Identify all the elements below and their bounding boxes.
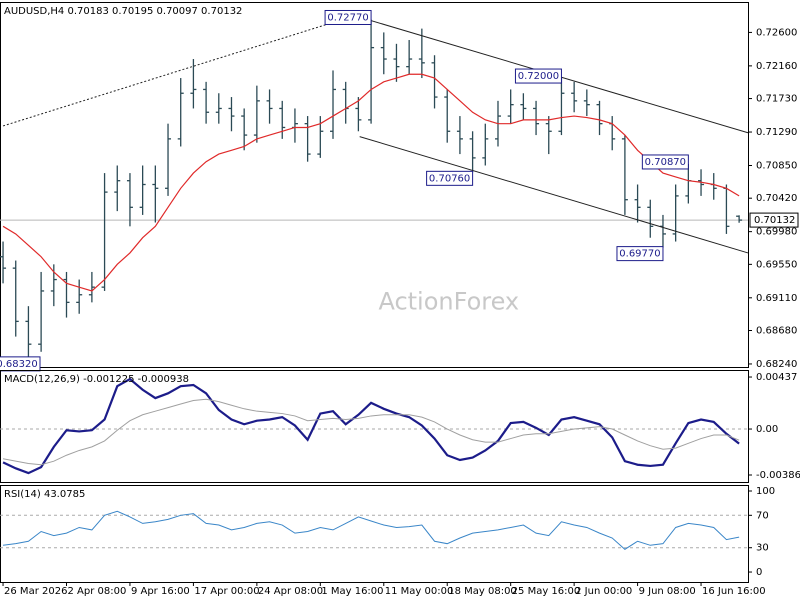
y-tick-label: -0.003861 <box>756 470 800 481</box>
x-tick-label: 24 Apr 08:00 <box>258 586 323 597</box>
y-tick-label: 0.68680 <box>756 326 797 337</box>
y-tick-label: 0.70850 <box>756 160 797 171</box>
panel-frame <box>0 2 749 368</box>
moving-average <box>2 73 740 292</box>
x-tick-label: 16 Jun 16:00 <box>702 586 766 597</box>
annotation-box <box>324 9 372 25</box>
y-tick-label: 0.69980 <box>756 227 797 238</box>
y-tick-label: 0.71730 <box>756 94 797 105</box>
annotation-label: 0.68320 <box>0 359 38 370</box>
x-tick-label: 9 Apr 16:00 <box>131 586 190 597</box>
annotation-label: 0.70870 <box>645 157 686 168</box>
panel-title: MACD(12,26,9) -0.001225 -0.000938 <box>4 374 189 385</box>
y-tick-label: 0.69110 <box>756 293 797 304</box>
indicator-line <box>2 377 740 475</box>
panel-frame <box>0 485 749 583</box>
y-tick-label: 0.72600 <box>756 27 797 38</box>
panel-title: AUDUSD,H4 0.70183 0.70195 0.70097 0.7013… <box>4 6 242 17</box>
panel-title: RSI(14) 43.0785 <box>4 489 85 500</box>
x-tick-label: 2 Apr 08:00 <box>68 586 127 597</box>
x-tick-label: 1 May 16:00 <box>321 586 383 597</box>
indicator-line <box>2 510 740 550</box>
x-tick-label: 2 Jun 00:00 <box>575 586 632 597</box>
x-tick-label: 11 May 00:00 <box>385 586 454 597</box>
annotation-box <box>514 68 562 84</box>
x-tick-label: 26 Mar 2026 <box>4 586 67 597</box>
y-tick-label: 70 <box>756 510 769 521</box>
annotation-box <box>616 246 664 262</box>
y-tick-label: 0.00437 <box>756 372 797 383</box>
x-tick-label: 18 May 08:00 <box>448 586 517 597</box>
y-tick-label: 0 <box>756 567 762 578</box>
x-tick-label: 17 Apr 00:00 <box>194 586 259 597</box>
y-tick-label: 0.70420 <box>756 193 797 204</box>
x-tick-label: 25 May 16:00 <box>512 586 581 597</box>
annotation-box <box>641 154 689 170</box>
y-tick-label: 30 <box>756 543 769 554</box>
y-tick-label: 0.69550 <box>756 259 797 270</box>
annotation-label: 0.69770 <box>619 249 660 260</box>
y-tick-label: 0.00 <box>756 424 778 435</box>
y-tick-label: 0.71290 <box>756 127 797 138</box>
trend-line <box>2 15 355 127</box>
last-price-box <box>749 212 799 228</box>
trend-line <box>359 136 749 254</box>
watermark: ActionForex <box>378 288 519 316</box>
x-tick-label: 9 Jun 08:00 <box>639 586 696 597</box>
annotation-label: 0.70760 <box>429 173 470 184</box>
annotation-label: 0.72000 <box>518 71 559 82</box>
y-tick-label: 0.72160 <box>756 61 797 72</box>
annotation-label: 0.72770 <box>327 12 368 23</box>
annotation-box <box>426 170 474 186</box>
panel-frame <box>0 370 749 483</box>
y-tick-label: 0.68240 <box>756 359 797 370</box>
y-tick-label: 100 <box>756 486 775 497</box>
last-price-label: 0.70132 <box>754 215 795 226</box>
indicator-line <box>2 398 740 466</box>
